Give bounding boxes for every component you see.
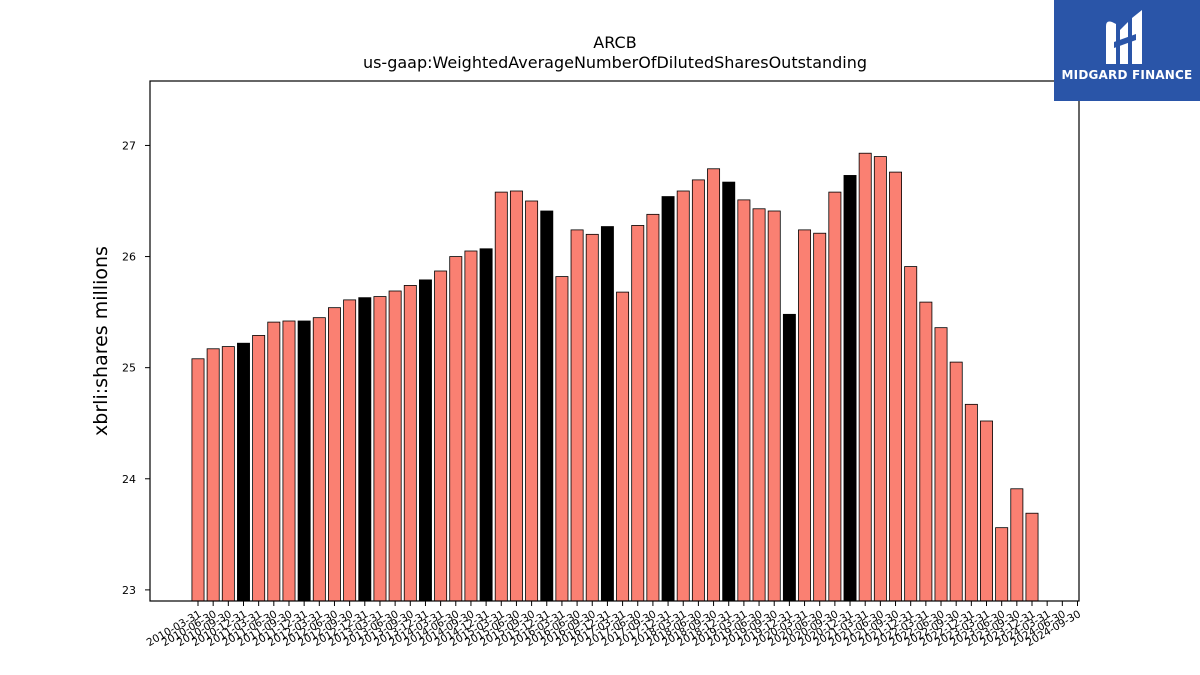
bar-2012-06-30	[328, 307, 341, 602]
bar-2016-03-31	[555, 276, 569, 602]
bar-2011-12-31	[297, 320, 311, 602]
midgard-finance-logo: MIDGARD FINANCE	[1054, 0, 1200, 101]
bar-2014-09-30	[464, 250, 478, 602]
midgard-logo-icon	[1106, 10, 1142, 64]
bar-2017-03-31	[616, 291, 630, 602]
bar-2018-09-30	[707, 168, 721, 602]
bar-2020-06-30	[813, 232, 827, 602]
logo-text: MIDGARD FINANCE	[1061, 68, 1193, 82]
bar-2010-09-30	[221, 346, 235, 602]
bar-2022-03-31	[919, 301, 933, 602]
plot-frame	[149, 80, 1080, 602]
bar-2012-09-30	[343, 299, 357, 602]
bar-2017-06-30	[631, 225, 645, 602]
bar-2022-06-30	[934, 327, 948, 602]
bar-2012-12-31	[358, 297, 372, 602]
bar-2013-06-30	[388, 290, 402, 602]
bars-group	[191, 152, 1039, 602]
bar-2021-12-31	[904, 266, 918, 602]
bar-2011-09-30	[282, 320, 296, 602]
y-tick-label: 26	[122, 251, 136, 264]
bar-2015-09-30	[525, 200, 539, 602]
bar-2014-12-31	[479, 248, 493, 602]
bar-2010-12-31	[237, 342, 250, 602]
bar-2021-03-31	[858, 152, 872, 602]
bar-2017-12-31	[661, 196, 675, 602]
bar-2015-12-31	[540, 210, 554, 602]
bar-2023-09-30	[1010, 488, 1024, 602]
y-axis-ticks: 23 24 25 26 27	[122, 139, 150, 597]
bar-2020-12-31	[843, 175, 857, 602]
bar-2016-12-31	[600, 226, 614, 602]
y-tick-label: 23	[122, 584, 136, 597]
bar-2013-12-31	[418, 279, 432, 602]
x-axis-ticks: 2010-03-312010-06-302010-09-302010-12-31…	[145, 601, 1083, 649]
bar-2010-03-31	[191, 358, 205, 602]
bar-2020-09-30	[828, 191, 842, 602]
bar-2017-09-30	[646, 213, 660, 602]
chart-title: ARCB	[593, 33, 636, 52]
bar-2019-12-31	[782, 313, 796, 602]
bar-2011-06-30	[267, 321, 281, 602]
bar-2023-12-31	[1025, 512, 1039, 602]
bar-2012-03-31	[312, 317, 326, 602]
y-tick-label: 25	[122, 362, 136, 375]
bar-2019-09-30	[767, 210, 781, 602]
bar-2018-12-31	[722, 181, 736, 602]
bar-2022-09-30	[949, 361, 963, 602]
bar-2013-09-30	[403, 285, 417, 602]
bar-2016-09-30	[585, 233, 599, 602]
y-tick-label: 27	[122, 139, 136, 152]
bar-2023-03-31	[980, 420, 993, 602]
y-tick-label: 24	[122, 473, 136, 486]
bar-2016-06-30	[570, 229, 584, 602]
bar-2022-12-31	[964, 403, 978, 602]
bar-2018-03-31	[676, 190, 690, 602]
bar-2014-03-31	[434, 270, 448, 602]
bar-2015-06-30	[509, 190, 523, 602]
bar-2021-06-30	[873, 156, 887, 602]
bar-2011-03-31	[252, 335, 266, 602]
bar-2015-03-31	[494, 191, 508, 602]
bar-2023-06-30	[995, 527, 1009, 602]
bar-2013-03-31	[373, 296, 387, 602]
bar-2020-03-31	[798, 229, 812, 602]
chart-subtitle: us-gaap:WeightedAverageNumberOfDilutedSh…	[363, 53, 867, 72]
bar-2018-06-30	[691, 179, 705, 602]
bar-2010-06-30	[206, 348, 220, 602]
y-axis-label: xbrli:shares millions	[90, 246, 112, 436]
bar-2014-06-30	[449, 256, 463, 602]
bar-2019-06-30	[752, 208, 766, 602]
bar-2019-03-31	[737, 199, 751, 602]
bar-2021-09-30	[889, 171, 902, 602]
